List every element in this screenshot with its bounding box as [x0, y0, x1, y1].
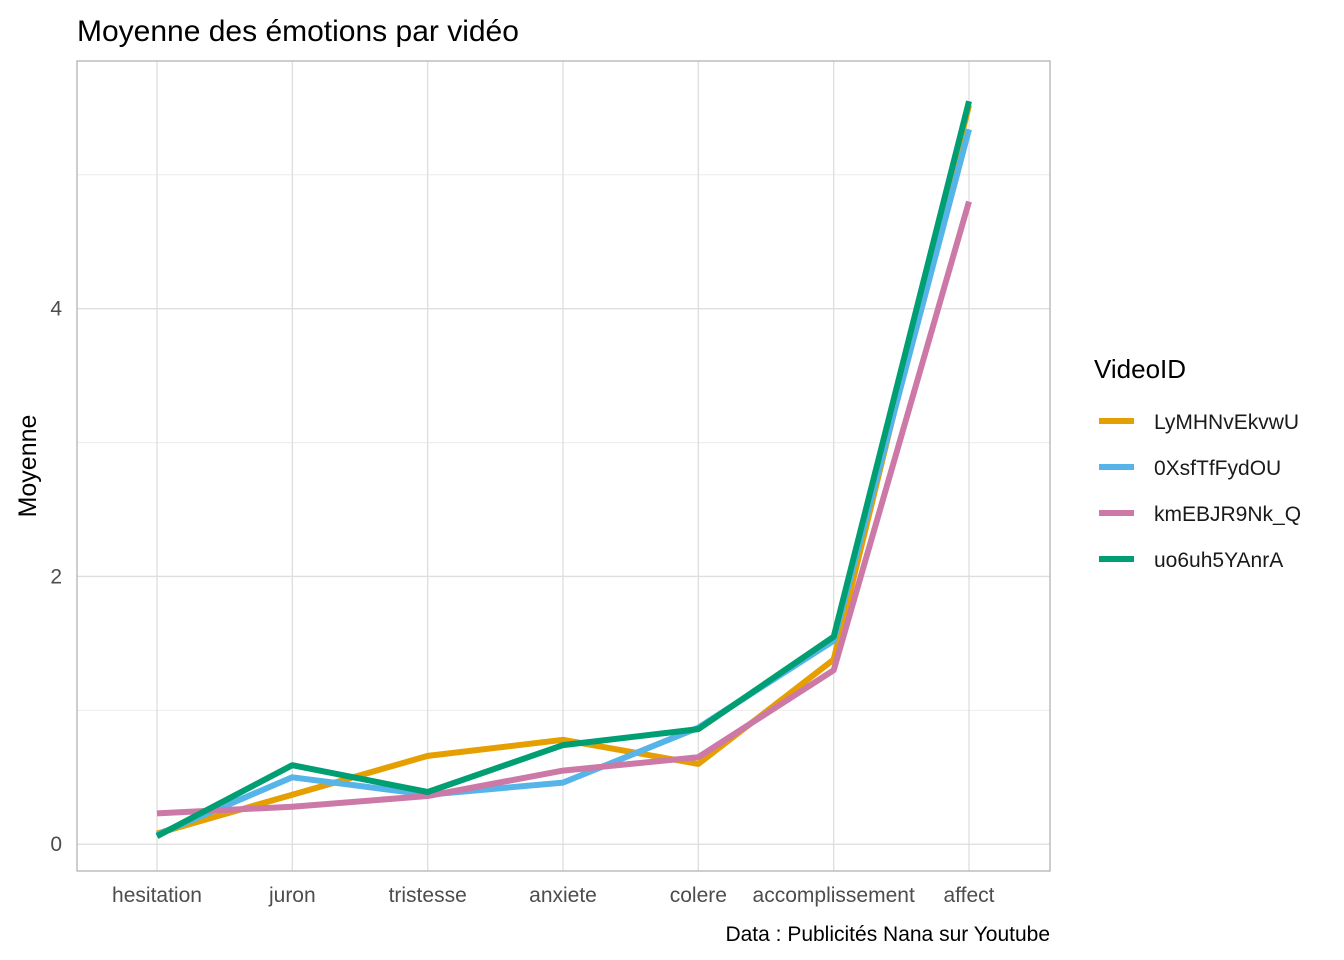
x-tick-label: tristesse [389, 884, 467, 907]
x-tick-label: colere [670, 884, 727, 907]
axis-layer: 0 2 4 hesitation juron tristesse anxiete colere… [50, 60, 1051, 907]
series-line-0XsfTfFydOU [155, 128, 972, 838]
chart-title: Moyenne des émotions par vidéo [77, 15, 519, 48]
x-tick-label: hesitation [112, 884, 202, 907]
legend-label: uo6uh5YAnrA [1154, 549, 1283, 572]
x-tick-label: accomplissement [753, 884, 915, 907]
legend-label: LyMHNvEkvwU [1154, 411, 1299, 434]
series-layer [155, 100, 972, 839]
x-tick-label: anxiete [529, 884, 597, 907]
y-tick-label: 0 [50, 833, 62, 856]
legend: VideoID LyMHNvEkvwU 0XsfTfFydOU kmEBJR9Nk_… [1094, 354, 1301, 572]
series-line-uo6uh5YAnrA [155, 100, 972, 839]
x-tick-label: juron [268, 884, 316, 907]
legend-label: 0XsfTfFydOU [1154, 457, 1281, 480]
legend-title: VideoID [1094, 354, 1186, 384]
grid-layer [77, 61, 1050, 871]
y-tick-label: 2 [50, 565, 62, 588]
series-line-kmEBJR9Nk_Q [156, 200, 972, 817]
legend-label: kmEBJR9Nk_Q [1154, 503, 1301, 526]
y-tick-label: 4 [50, 298, 62, 321]
panel-border [76, 60, 1051, 872]
chart-caption: Data : Publicités Nana sur Youtube [725, 923, 1050, 946]
x-tick-label: affect [944, 884, 995, 907]
y-axis-label: Moyenne [14, 415, 42, 518]
